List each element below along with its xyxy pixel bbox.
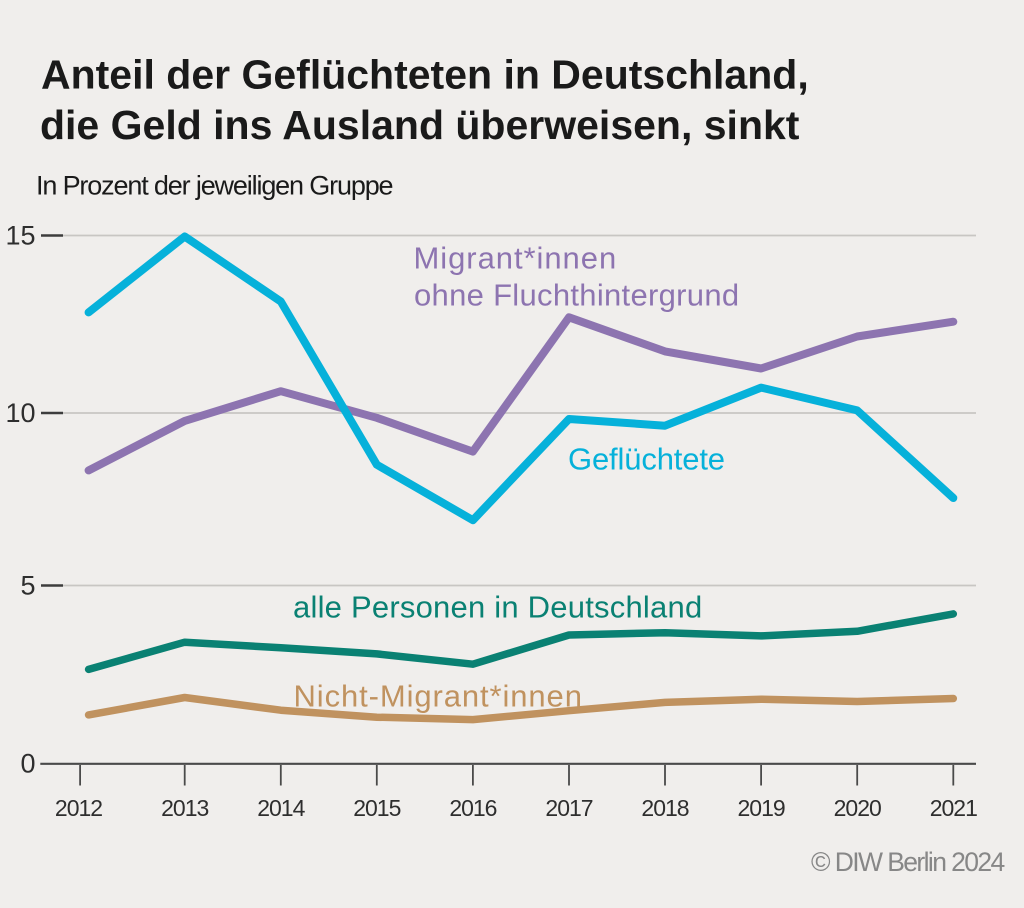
- svg-text:die Geld ins Ausland überweise: die Geld ins Ausland überweisen, sinkt: [40, 102, 800, 148]
- svg-text:15: 15: [5, 221, 35, 251]
- svg-text:2020: 2020: [834, 795, 881, 821]
- svg-text:2014: 2014: [257, 795, 305, 821]
- svg-text:2012: 2012: [55, 795, 102, 821]
- svg-text:Migrant*innen: Migrant*innen: [414, 240, 618, 275]
- svg-text:Geflüchtete: Geflüchtete: [568, 442, 725, 477]
- svg-text:2018: 2018: [641, 795, 688, 821]
- svg-text:2013: 2013: [161, 795, 208, 821]
- svg-text:2019: 2019: [738, 795, 785, 821]
- svg-text:0: 0: [20, 749, 35, 779]
- svg-text:2016: 2016: [449, 795, 496, 821]
- svg-text:In Prozent der jeweiligen Grup: In Prozent der jeweiligen Gruppe: [36, 170, 393, 200]
- svg-text:2021: 2021: [930, 795, 977, 821]
- svg-text:2017: 2017: [545, 795, 592, 821]
- svg-text:5: 5: [20, 571, 35, 601]
- svg-text:Nicht-Migrant*innen: Nicht-Migrant*innen: [294, 679, 583, 714]
- svg-text:Anteil der Geflüchteten in Deu: Anteil der Geflüchteten in Deutschland,: [41, 52, 809, 98]
- svg-text:ohne Fluchthintergrund: ohne Fluchthintergrund: [414, 278, 739, 313]
- svg-text:© DIW Berlin 2024: © DIW Berlin 2024: [811, 847, 1004, 877]
- svg-text:alle Personen in Deutschland: alle Personen in Deutschland: [293, 590, 702, 625]
- svg-text:2015: 2015: [353, 795, 400, 821]
- svg-text:10: 10: [5, 398, 35, 428]
